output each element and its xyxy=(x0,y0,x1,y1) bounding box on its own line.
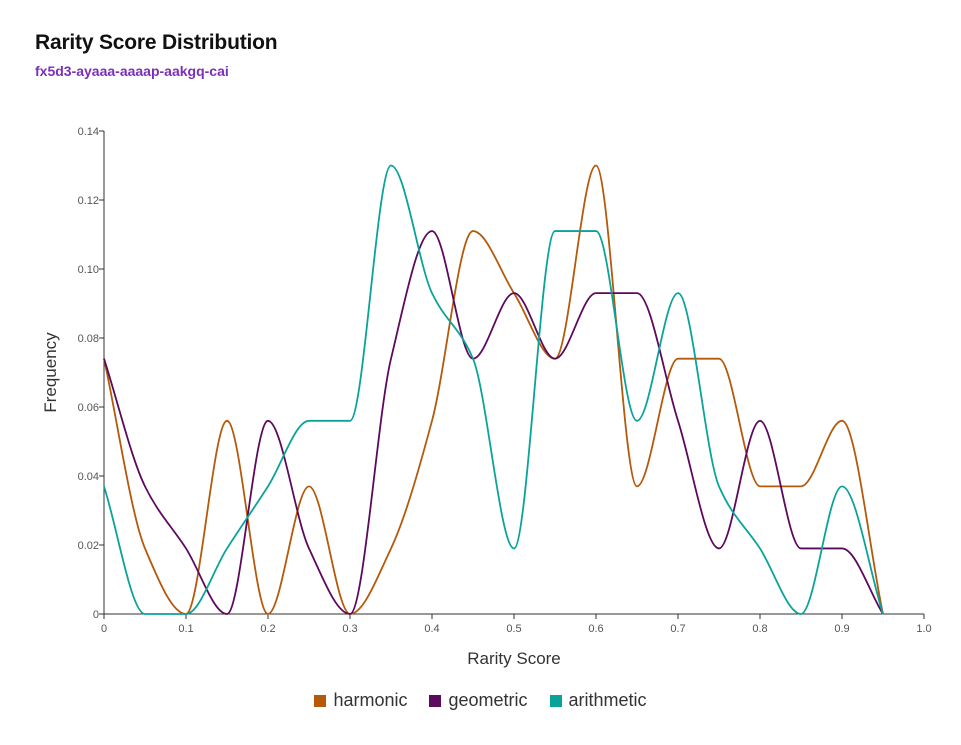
legend-swatch xyxy=(429,694,442,707)
chart-title: Rarity Score Distribution xyxy=(35,31,278,54)
legend-label: harmonic xyxy=(333,690,408,710)
x-tick-label: 0.7 xyxy=(670,623,685,635)
x-tick-label: 0.4 xyxy=(424,623,439,635)
legend-item-arithmetic[interactable]: arithmetic xyxy=(549,690,647,711)
y-tick-label: 0.10 xyxy=(78,264,99,276)
series-layer xyxy=(103,164,884,615)
series-line-harmonic xyxy=(103,164,884,615)
x-tick-label: 0.3 xyxy=(342,623,357,635)
legend-swatch xyxy=(549,694,562,707)
x-tick-label: 1.0 xyxy=(916,623,931,635)
chart-legend: harmonic geometric arithmetic xyxy=(0,690,961,711)
legend-item-geometric[interactable]: geometric xyxy=(429,690,528,711)
y-tick-label: 0 xyxy=(93,609,99,621)
y-tick-label: 0.06 xyxy=(78,402,99,414)
x-tick-label: 0.9 xyxy=(834,623,849,635)
y-tick-label: 0.14 xyxy=(78,126,99,138)
legend-swatch xyxy=(314,694,327,707)
series-line-geometric xyxy=(103,230,884,615)
y-tick-label: 0.02 xyxy=(78,540,99,552)
x-tick-label: 0.1 xyxy=(178,623,193,635)
x-tick-label: 0.5 xyxy=(506,623,521,635)
legend-label: geometric xyxy=(448,690,528,710)
x-tick-label: 0.2 xyxy=(260,623,275,635)
chart-subtitle: fx5d3-ayaaa-aaaap-aakgq-cai xyxy=(35,63,229,79)
legend-label: arithmetic xyxy=(568,690,647,710)
y-tick-label: 0.12 xyxy=(78,195,99,207)
y-tick-label: 0.08 xyxy=(78,333,99,345)
x-tick-label: 0 xyxy=(101,623,107,635)
x-tick-label: 0.8 xyxy=(752,623,767,635)
y-axis-label: Frequency xyxy=(41,332,60,413)
series-line-arithmetic xyxy=(103,164,884,615)
x-axis-label: Rarity Score xyxy=(467,649,561,668)
x-tick-label: 0.6 xyxy=(588,623,603,635)
y-tick-label: 0.04 xyxy=(78,471,99,483)
legend-item-harmonic[interactable]: harmonic xyxy=(314,690,407,711)
chart-axes: 0 0.1 0.2 0.3 0.4 0.5 0.6 0.7 0.8 0.9 1.0 0 0.02 0.04… xyxy=(78,126,932,635)
